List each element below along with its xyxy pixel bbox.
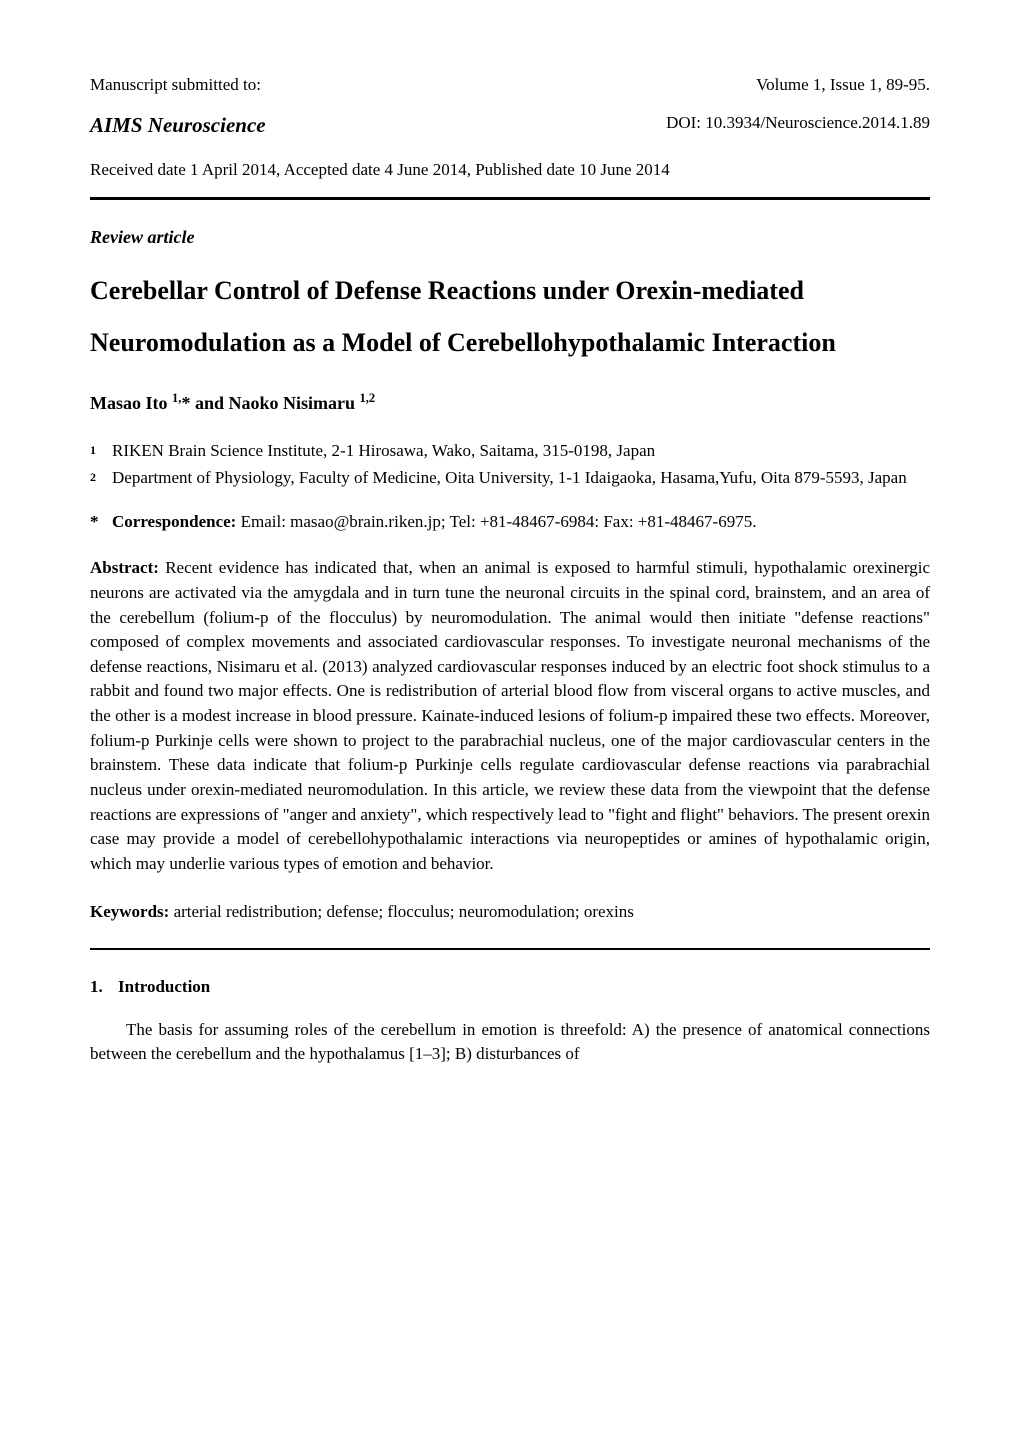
keywords: Keywords: arterial redistribution; defen… [90,899,930,925]
publication-dates: Received date 1 April 2014, Accepted dat… [90,157,930,183]
affiliation-text: RIKEN Brain Science Institute, 2-1 Hiros… [112,439,930,464]
doi: DOI: 10.3934/Neuroscience.2014.1.89 [666,110,930,142]
affiliations: 1 RIKEN Brain Science Institute, 2-1 Hir… [90,439,930,491]
volume-info: Volume 1, Issue 1, 89-95. [756,72,930,98]
correspondence-star: * [90,509,112,535]
affiliation-row: 2 Department of Physiology, Faculty of M… [90,466,930,491]
journal-row: AIMS Neuroscience DOI: 10.3934/Neuroscie… [90,110,930,142]
article-title: Cerebellar Control of Defense Reactions … [90,265,930,369]
abstract-text: Recent evidence has indicated that, when… [90,558,930,873]
correspondence-label: Correspondence: [112,512,236,531]
correspondence-details: Email: masao@brain.riken.jp; Tel: +81-48… [236,512,756,531]
divider-bottom [90,948,930,950]
authors: Masao Ito 1,* and Naoko Nisimaru 1,2 [90,389,930,417]
affiliation-num: 2 [90,466,112,491]
journal-name: AIMS Neuroscience [90,110,266,142]
author-1-name: Masao Ito [90,393,172,413]
section-number: 1. [90,974,118,1000]
section-heading: 1.Introduction [90,974,930,1000]
affiliation-num: 1 [90,439,112,464]
affiliation-text: Department of Physiology, Faculty of Med… [112,466,930,491]
section-body: The basis for assuming roles of the cere… [90,1018,930,1067]
keywords-text: arterial redistribution; defense; floccu… [169,902,634,921]
article-type: Review article [90,224,930,251]
correspondence-text: Correspondence: Email: masao@brain.riken… [112,509,756,535]
abstract: Abstract: Recent evidence has indicated … [90,556,930,876]
abstract-label: Abstract: [90,558,159,577]
title-line-1: Cerebellar Control of Defense Reactions … [90,276,804,305]
affiliation-row: 1 RIKEN Brain Science Institute, 2-1 Hir… [90,439,930,464]
title-line-2: Neuromodulation as a Model of Cerebelloh… [90,328,836,357]
header-row: Manuscript submitted to: Volume 1, Issue… [90,72,930,98]
authors-conjunction: and Naoko Nisimaru [190,393,359,413]
manuscript-label: Manuscript submitted to: [90,72,261,98]
correspondence: * Correspondence: Email: masao@brain.rik… [90,509,930,535]
keywords-label: Keywords: [90,902,169,921]
divider-top [90,197,930,200]
section-title: Introduction [118,977,210,996]
author-2-affil-sup: 1,2 [359,391,375,405]
